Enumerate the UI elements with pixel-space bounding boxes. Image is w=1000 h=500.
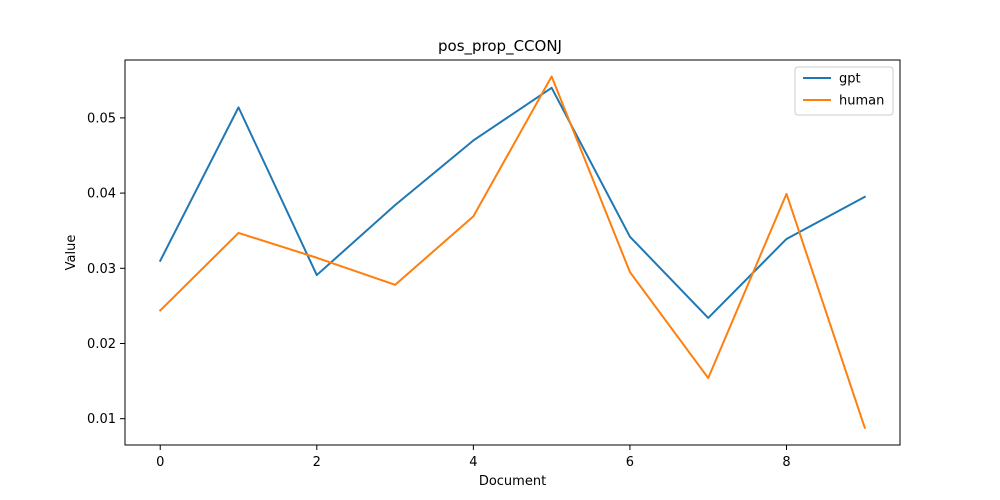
ticks-layer: 0 2 4 6 8 0.01 0.02 0.03 0.04 0.05	[87, 111, 791, 470]
legend-label-gpt: gpt	[839, 72, 861, 87]
x-tick-label: 0	[156, 455, 164, 470]
x-tick-label: 2	[313, 455, 321, 470]
y-tick-label: 0.03	[87, 262, 116, 277]
y-tick-label: 0.01	[87, 412, 116, 427]
x-tick-label: 4	[469, 455, 477, 470]
chart-title: pos_prop_CCONJ	[438, 37, 562, 56]
series-layer	[158, 75, 867, 429]
plot-frame	[124, 59, 901, 446]
x-axis-label: Document	[479, 474, 546, 489]
plot-area	[125, 60, 900, 445]
legend: gpt human	[794, 66, 894, 116]
series-line-gpt	[158, 86, 867, 319]
legend-label-human: human	[839, 94, 884, 109]
y-tick-label: 0.02	[87, 337, 116, 352]
series-line-human	[158, 75, 867, 429]
x-tick-label: 8	[782, 455, 790, 470]
y-tick-label: 0.05	[87, 111, 116, 126]
y-tick-label: 0.04	[87, 187, 116, 202]
x-tick-label: 6	[626, 455, 634, 470]
y-axis-label: Value	[64, 235, 79, 271]
